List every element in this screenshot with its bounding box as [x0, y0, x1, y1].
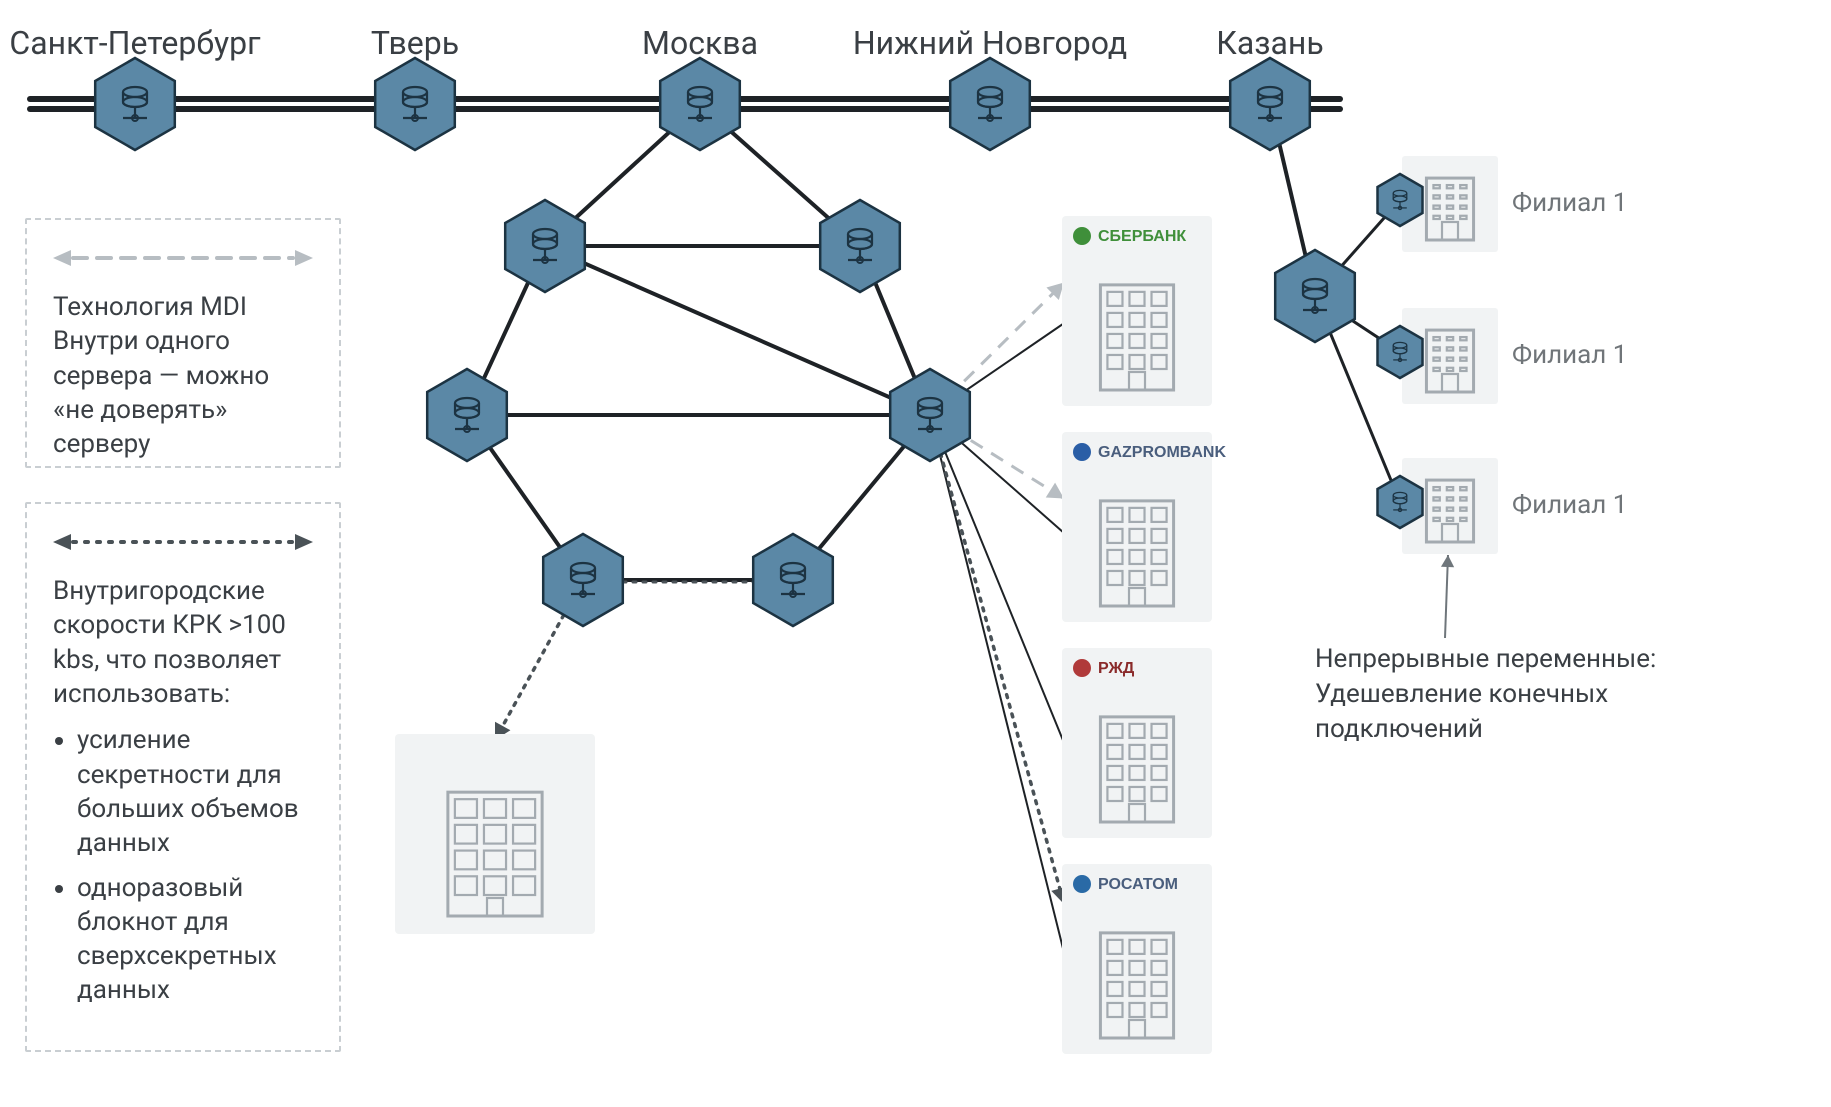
legend-card-mdi: Технология MDI Внутри одного сервера — м…: [25, 218, 341, 468]
caption: Непрерывные переменные: Удешевление коне…: [1315, 642, 1735, 747]
city-label: Тверь: [371, 24, 459, 62]
svg-text:GAZPROMBANK: GAZPROMBANK: [1098, 444, 1226, 461]
city-label: Москва: [642, 24, 758, 62]
svg-text:РЖД: РЖД: [1098, 660, 1135, 677]
city-label: Нижний Новгород: [853, 24, 1127, 62]
network-diagram: СБЕРБАНК GAZPROMBANK РЖД РОСАТОМ Санкт-Пете…: [0, 0, 1831, 1107]
branch-label: Филиал 1: [1512, 188, 1627, 218]
svg-text:РОСАТОМ: РОСАТОМ: [1098, 876, 1178, 893]
city-label: Санкт-Петербург: [9, 24, 260, 62]
branch-label: Филиал 1: [1512, 340, 1627, 370]
legend-card-kbs: Внутригородские скорости КРК >100 kbs, ч…: [25, 502, 341, 1052]
branch-label: Филиал 1: [1512, 490, 1627, 520]
city-label: Казань: [1216, 24, 1323, 62]
svg-text:СБЕРБАНК: СБЕРБАНК: [1098, 228, 1186, 245]
